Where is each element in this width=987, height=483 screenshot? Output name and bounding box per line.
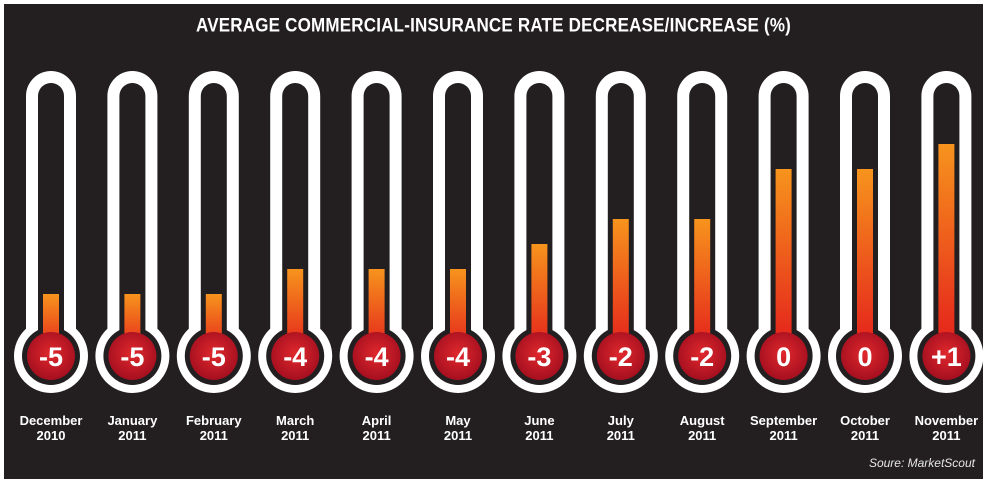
category-month: August xyxy=(679,413,725,428)
category-year: 2011 xyxy=(525,428,554,443)
category-label: May 2011 xyxy=(413,413,503,443)
thermometer: -5 xyxy=(14,71,88,393)
value-label: -5 xyxy=(202,342,226,372)
category-month: March xyxy=(276,413,315,428)
source-note: Soure: MarketScout xyxy=(868,456,975,470)
thermometer-bulb xyxy=(759,332,808,380)
category-month: May xyxy=(445,413,471,428)
category-label: April 2011 xyxy=(332,413,422,443)
category-year: 2011 xyxy=(606,428,635,443)
thermometer-fill xyxy=(775,169,792,356)
value-label: -2 xyxy=(609,342,633,372)
thermometer: -4 xyxy=(258,71,333,393)
thermometer: 0 xyxy=(746,71,821,393)
category-month: April xyxy=(361,413,392,428)
thermometer: -4 xyxy=(421,71,495,393)
category-label: November 2011 xyxy=(901,413,987,443)
thermometer-bulb xyxy=(108,332,157,380)
value-label: -4 xyxy=(283,342,307,372)
category-label: March 2011 xyxy=(250,413,340,443)
category-year: 2011 xyxy=(769,428,798,443)
category-year: 2011 xyxy=(281,428,310,443)
category-label: February 2011 xyxy=(169,413,259,443)
thermometer: -5 xyxy=(95,71,170,393)
thermometer-fill xyxy=(531,244,548,356)
thermometer: 0 xyxy=(828,71,902,393)
thermometer-fill xyxy=(857,169,873,356)
category-month: November xyxy=(914,413,979,428)
category-label: June 2011 xyxy=(494,413,584,443)
thermometer-bulb xyxy=(841,332,889,380)
category-label: October 2011 xyxy=(820,413,910,443)
value-label: -2 xyxy=(690,342,714,372)
thermometer-bulb xyxy=(271,332,320,380)
value-label: -5 xyxy=(39,342,63,372)
value-label: -4 xyxy=(365,342,389,372)
thermometer: -3 xyxy=(502,71,577,393)
thermometer-bulb xyxy=(189,332,238,380)
thermometer-bulb xyxy=(352,332,401,380)
thermometer: -4 xyxy=(339,71,414,393)
thermometer: -5 xyxy=(176,71,251,393)
category-year: 2011 xyxy=(688,428,717,443)
category-year: 2011 xyxy=(850,428,880,443)
thermometer: +1 xyxy=(909,71,984,393)
thermometer-tube-inner xyxy=(119,83,146,356)
category-month: October xyxy=(840,413,890,428)
thermometer-bulb xyxy=(515,332,564,380)
thermometer-bulb xyxy=(434,332,482,380)
category-year: 2010 xyxy=(36,428,66,443)
category-month: July xyxy=(607,413,634,428)
thermometer-bulb xyxy=(922,332,971,380)
category-year: 2011 xyxy=(362,428,391,443)
value-label: +1 xyxy=(931,342,962,372)
category-year: 2011 xyxy=(199,428,228,443)
category-month: June xyxy=(524,413,555,428)
category-month: September xyxy=(749,413,818,428)
thermometer-fill xyxy=(694,219,711,356)
thermometer-tube-inner xyxy=(38,83,64,356)
category-year: 2011 xyxy=(932,428,961,443)
category-month: January xyxy=(107,413,158,428)
thermometer-fill xyxy=(612,219,629,356)
thermometer-bulb xyxy=(596,332,645,380)
value-label: -4 xyxy=(446,342,470,372)
value-label: 0 xyxy=(857,342,872,372)
value-label: 0 xyxy=(776,342,791,372)
category-year: 2011 xyxy=(443,428,473,443)
category-label: December 2010 xyxy=(6,413,96,443)
value-label: -5 xyxy=(120,342,144,372)
thermometer-bulb xyxy=(678,332,727,380)
category-label: September 2011 xyxy=(739,413,829,443)
thermometer: -2 xyxy=(583,71,658,393)
category-label: July 2011 xyxy=(576,413,666,443)
thermometer-bulb xyxy=(27,332,75,380)
category-month: December xyxy=(19,413,83,428)
category-year: 2011 xyxy=(118,428,147,443)
category-month: February xyxy=(185,413,242,428)
chart-panel xyxy=(4,4,983,479)
value-label: -3 xyxy=(527,342,551,372)
thermometer-fill xyxy=(938,144,955,356)
chart-title: AVERAGE COMMERCIAL-INSURANCE RATE DECREA… xyxy=(195,14,791,37)
category-label: January 2011 xyxy=(87,413,177,443)
thermometer: -2 xyxy=(665,71,740,393)
thermometer-tube-inner xyxy=(200,83,227,356)
category-label: August 2011 xyxy=(657,413,747,443)
